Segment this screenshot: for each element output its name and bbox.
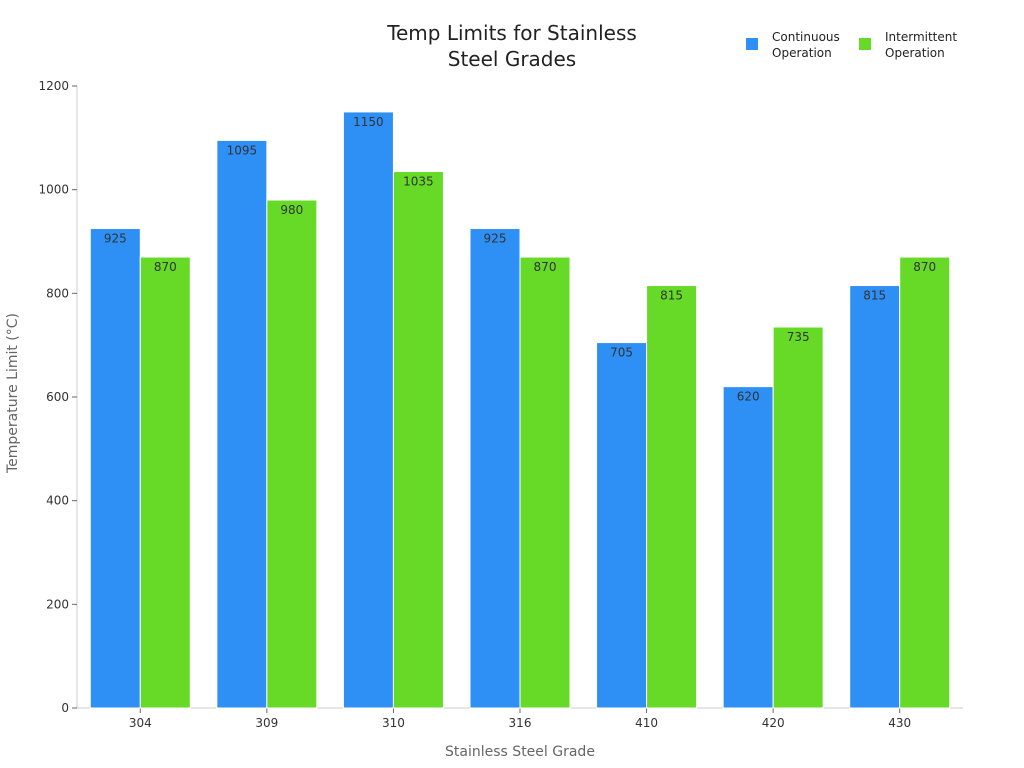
legend: Continuous Operation Intermittent Operat…	[746, 30, 957, 60]
data-label-intermittent-410: 815	[660, 289, 683, 303]
bar-continuous-304	[89, 228, 141, 709]
legend-label-intermittent-line-1: Intermittent	[885, 30, 957, 44]
legend-swatch-intermittent	[859, 38, 871, 50]
bar-intermittent-310	[392, 171, 444, 709]
data-label-intermittent-420: 735	[787, 330, 810, 344]
legend-label-continuous-line-2: Operation	[772, 46, 832, 60]
bar-continuous-410	[596, 342, 648, 709]
data-label-intermittent-309: 980	[280, 203, 303, 217]
bar-intermittent-420	[772, 326, 824, 709]
legend-label-continuous-line-1: Continuous	[772, 30, 840, 44]
data-label-continuous-420: 620	[737, 390, 760, 404]
bar-continuous-316	[469, 228, 521, 709]
bar-intermittent-410	[646, 285, 698, 709]
chart-title-line-1: Temp Limits for Stainless	[386, 21, 637, 45]
bar-intermittent-304	[139, 256, 191, 709]
y-axis-title: Temperature Limit (°C)	[5, 313, 21, 474]
x-tick-label: 309	[255, 716, 278, 730]
data-label-continuous-309: 1095	[227, 143, 258, 157]
y-tick-label: 400	[46, 494, 69, 508]
data-label-continuous-410: 705	[610, 346, 633, 360]
data-label-intermittent-316: 870	[534, 260, 557, 274]
x-tick-label: 430	[888, 716, 911, 730]
y-tick-label: 1000	[38, 183, 69, 197]
bar-continuous-310	[342, 111, 394, 709]
x-tick-label: 310	[382, 716, 405, 730]
bar-intermittent-309	[266, 199, 318, 709]
x-tick-label: 304	[129, 716, 152, 730]
data-label-intermittent-310: 1035	[403, 175, 434, 189]
legend-swatch-continuous	[746, 38, 758, 50]
x-tick-label: 420	[762, 716, 785, 730]
bar-intermittent-430	[899, 256, 951, 709]
data-label-continuous-304: 925	[104, 232, 127, 246]
bars	[89, 111, 951, 709]
x-axis: 304 309 310 316 410 420 430	[77, 707, 963, 730]
y-axis: 0 200 400 600 800 1000 1200	[38, 79, 78, 715]
bar-continuous-420	[722, 386, 774, 709]
data-label-intermittent-304: 870	[154, 260, 177, 274]
data-label-continuous-430: 815	[863, 289, 886, 303]
y-tick-label: 1200	[38, 79, 69, 93]
y-tick-label: 200	[46, 597, 69, 611]
x-tick-label: 410	[635, 716, 658, 730]
data-labels: 925 870 1095 980 1150 1035 925 870 705 815 620 735 8…	[104, 115, 936, 404]
legend-label-intermittent-line-2: Operation	[885, 46, 945, 60]
y-tick-label: 800	[46, 286, 69, 300]
data-label-continuous-316: 925	[484, 232, 507, 246]
data-label-intermittent-430: 870	[913, 260, 936, 274]
x-axis-title: Stainless Steel Grade	[445, 744, 595, 760]
y-tick-label: 0	[61, 701, 69, 715]
chart-title-line-2: Steel Grades	[448, 47, 576, 71]
bar-continuous-309	[216, 139, 268, 709]
x-tick-label: 316	[509, 716, 532, 730]
bar-intermittent-316	[519, 256, 571, 709]
bar-continuous-430	[849, 285, 901, 709]
y-tick-label: 600	[46, 390, 69, 404]
data-label-continuous-310: 1150	[353, 115, 384, 129]
